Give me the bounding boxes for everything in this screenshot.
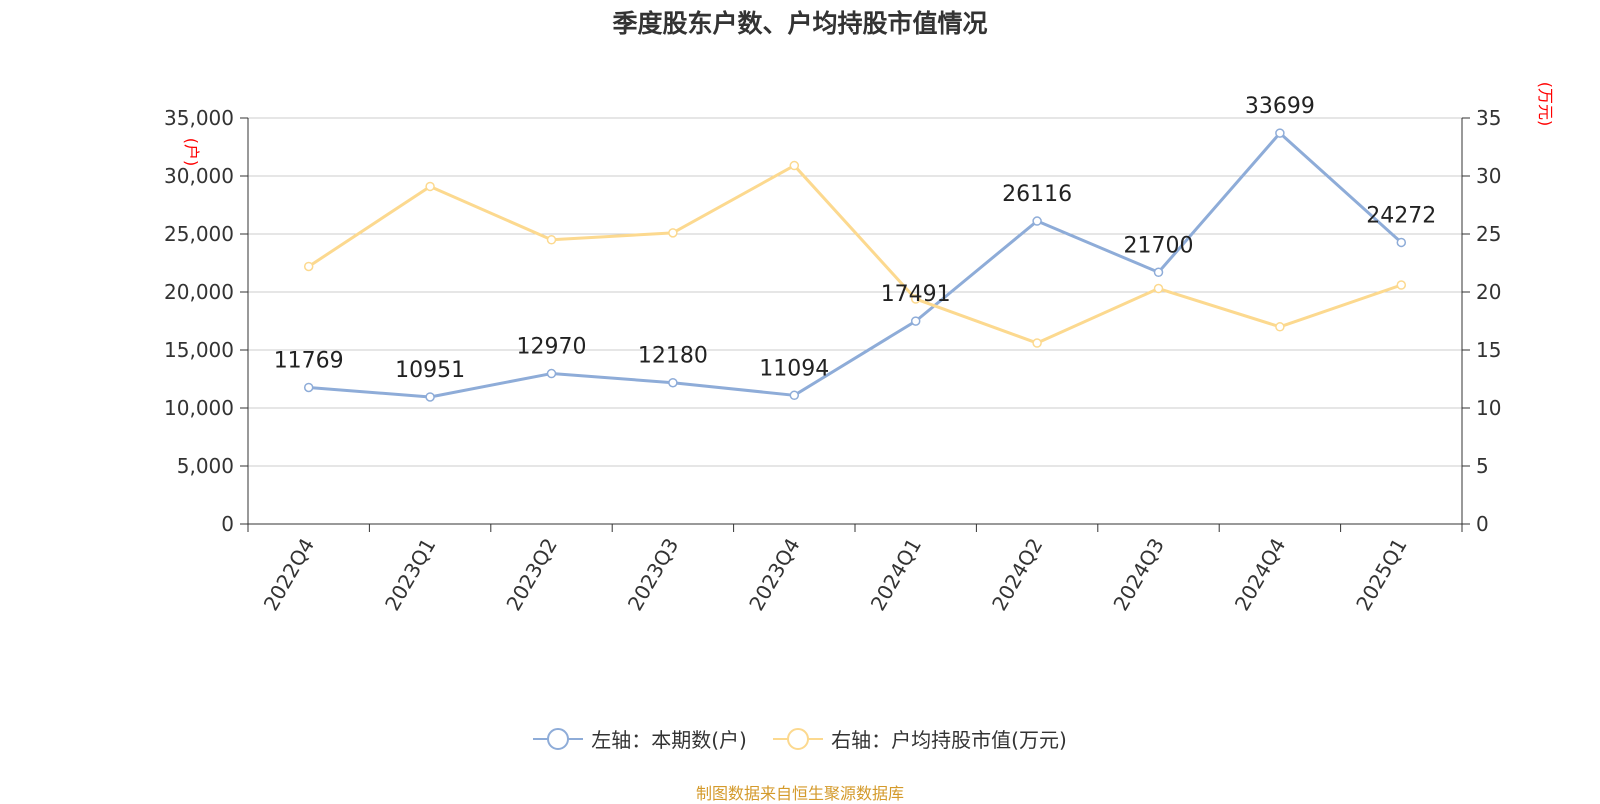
chart-title: 季度股东户数、户均持股市值情况 <box>612 9 988 38</box>
series-left-point <box>789 390 800 401</box>
y-right-axis-label: (万元) <box>1536 82 1555 127</box>
data-labels: 11769 10951 12970 12180 11094 17491 26116 21700… <box>274 94 1437 383</box>
series-right-point <box>1396 280 1407 290</box>
data-label: 26116 <box>1002 182 1072 207</box>
y-right-tick-label: 15 <box>1476 338 1501 362</box>
data-label: 21700 <box>1124 233 1194 258</box>
source-note: 制图数据来自恒生聚源数据库 <box>695 784 904 803</box>
x-tick-label: 2024Q4 <box>1230 534 1290 615</box>
y-right-tick-label: 20 <box>1476 280 1501 304</box>
y-left-tick-label: 35,000 <box>164 106 234 130</box>
x-tick-label: 2023Q4 <box>744 534 804 615</box>
data-label: 11094 <box>759 356 829 381</box>
legend-line-circle-icon <box>773 727 824 750</box>
data-label: 10951 <box>395 358 465 383</box>
series-left-point <box>425 392 435 402</box>
x-tick-label: 2023Q1 <box>380 534 440 615</box>
legend-label-right: 右轴：户均持股市值(万元) <box>831 728 1067 752</box>
y-left-tick-label: 15,000 <box>164 338 234 362</box>
series-lines <box>303 128 1407 402</box>
axes: 0 0 5,000 5 10,000 10 15,000 15 20,000 20 25,000 25… <box>164 82 1555 615</box>
data-label: 12180 <box>638 344 708 369</box>
series-right-point <box>1032 338 1042 348</box>
x-tick-label: 2024Q2 <box>987 534 1047 615</box>
data-label: 33699 <box>1245 94 1315 119</box>
series-left-point <box>1153 267 1164 278</box>
series-left-point <box>910 316 921 326</box>
y-right-tick-label: 10 <box>1476 396 1501 420</box>
legend-item-right[interactable]: 右轴：户均持股市值(万元) <box>773 724 1067 753</box>
series-right-point <box>1275 322 1285 332</box>
series-right-point <box>910 294 921 304</box>
series-left-point <box>303 382 314 393</box>
y-left-tick-label: 5,000 <box>177 454 234 478</box>
series-right-point <box>303 261 314 272</box>
y-right-tick-label: 25 <box>1476 222 1501 246</box>
x-tick-label: 2023Q3 <box>623 534 683 615</box>
series-right-point <box>668 228 678 238</box>
x-tick-label: 2024Q3 <box>1108 534 1168 615</box>
series-right-point <box>789 160 800 171</box>
legend-item-left[interactable]: 左轴：本期数(户) <box>533 724 747 753</box>
series-right-line <box>307 164 1402 345</box>
y-left-axis-label: (户) <box>182 138 201 167</box>
y-right-tick-label: 0 <box>1476 512 1489 536</box>
x-tick-label: 2023Q2 <box>501 534 561 615</box>
series-left-point <box>668 377 678 388</box>
y-right-tick-label: 5 <box>1476 454 1489 478</box>
series-left-point <box>1032 216 1042 226</box>
legend-line-circle-icon <box>533 727 584 750</box>
y-right-tick-label: 30 <box>1476 164 1501 188</box>
data-label: 24272 <box>1366 203 1436 228</box>
grid-lines <box>248 117 1462 467</box>
y-left-tick-label: 0 <box>221 512 234 536</box>
series-left-point <box>1396 237 1407 248</box>
series-left-point <box>1275 128 1285 138</box>
x-tick-label: 2024Q1 <box>866 534 926 615</box>
legend-label-left: 左轴：本期数(户) <box>591 728 747 752</box>
series-right-point <box>425 181 435 192</box>
y-left-tick-label: 20,000 <box>164 280 234 304</box>
x-tick-label: 2025Q1 <box>1351 534 1411 615</box>
series-left-point <box>546 368 557 379</box>
y-left-tick-label: 25,000 <box>164 222 234 246</box>
series-right-point <box>546 235 557 245</box>
y-left-tick-label: 30,000 <box>164 164 234 188</box>
y-right-tick-label: 35 <box>1476 106 1501 130</box>
series-left-line <box>308 131 1403 399</box>
data-label: 11769 <box>274 348 344 373</box>
y-left-tick-label: 10,000 <box>164 396 234 420</box>
series-right-point <box>1153 283 1164 294</box>
data-label: 17491 <box>881 282 951 307</box>
x-tick-label: 2022Q4 <box>259 534 319 615</box>
data-label: 12970 <box>517 335 587 360</box>
legend: 左轴：本期数(户) 右轴：户均持股市值(万元) <box>0 724 1600 757</box>
